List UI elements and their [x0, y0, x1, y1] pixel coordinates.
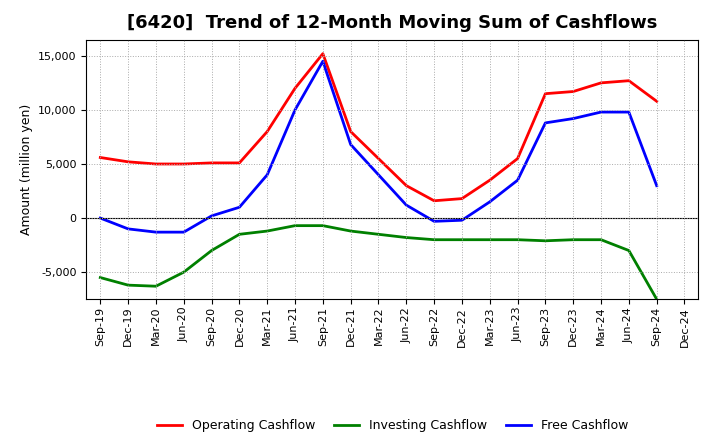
Operating Cashflow [513, 156, 522, 161]
Line: Free Cashflow: Free Cashflow [100, 61, 657, 232]
Operating Cashflow [652, 99, 661, 104]
Operating Cashflow [152, 161, 161, 167]
Investing Cashflow [624, 248, 633, 253]
Investing Cashflow [263, 228, 271, 234]
Free Cashflow [291, 107, 300, 113]
Free Cashflow [597, 110, 606, 115]
Operating Cashflow [430, 198, 438, 203]
Free Cashflow [152, 230, 161, 235]
Operating Cashflow [96, 155, 104, 160]
Operating Cashflow [541, 91, 550, 96]
Free Cashflow [374, 172, 383, 177]
Investing Cashflow [96, 275, 104, 280]
Operating Cashflow [291, 86, 300, 91]
Free Cashflow [458, 218, 467, 223]
Free Cashflow [207, 213, 216, 219]
Investing Cashflow [402, 235, 410, 240]
Free Cashflow [235, 205, 243, 210]
Free Cashflow [124, 226, 132, 231]
Free Cashflow [402, 202, 410, 208]
Operating Cashflow [263, 129, 271, 134]
Investing Cashflow [152, 284, 161, 289]
Investing Cashflow [458, 237, 467, 242]
Free Cashflow [346, 142, 355, 147]
Investing Cashflow [485, 237, 494, 242]
Y-axis label: Amount (million yen): Amount (million yen) [19, 104, 32, 235]
Investing Cashflow [430, 237, 438, 242]
Investing Cashflow [597, 237, 606, 242]
Free Cashflow [179, 230, 188, 235]
Investing Cashflow [652, 297, 661, 302]
Operating Cashflow [124, 159, 132, 165]
Free Cashflow [541, 120, 550, 125]
Free Cashflow [318, 59, 327, 64]
Investing Cashflow [541, 238, 550, 243]
Operating Cashflow [318, 51, 327, 56]
Investing Cashflow [318, 223, 327, 228]
Operating Cashflow [597, 80, 606, 85]
Free Cashflow [430, 219, 438, 224]
Free Cashflow [485, 199, 494, 205]
Operating Cashflow [458, 196, 467, 201]
Free Cashflow [652, 183, 661, 188]
Operating Cashflow [569, 89, 577, 94]
Operating Cashflow [207, 160, 216, 165]
Operating Cashflow [179, 161, 188, 167]
Operating Cashflow [402, 183, 410, 188]
Free Cashflow [96, 216, 104, 221]
Investing Cashflow [124, 282, 132, 288]
Line: Operating Cashflow: Operating Cashflow [100, 54, 657, 201]
Investing Cashflow [207, 248, 216, 253]
Free Cashflow [513, 178, 522, 183]
Free Cashflow [569, 116, 577, 121]
Operating Cashflow [624, 78, 633, 83]
Investing Cashflow [291, 223, 300, 228]
Investing Cashflow [569, 237, 577, 242]
Investing Cashflow [374, 231, 383, 237]
Free Cashflow [263, 172, 271, 177]
Operating Cashflow [346, 129, 355, 134]
Operating Cashflow [374, 156, 383, 161]
Investing Cashflow [513, 237, 522, 242]
Line: Investing Cashflow: Investing Cashflow [100, 226, 657, 299]
Operating Cashflow [235, 160, 243, 165]
Investing Cashflow [346, 228, 355, 234]
Investing Cashflow [235, 231, 243, 237]
Investing Cashflow [179, 270, 188, 275]
Title: [6420]  Trend of 12-Month Moving Sum of Cashflows: [6420] Trend of 12-Month Moving Sum of C… [127, 15, 657, 33]
Legend: Operating Cashflow, Investing Cashflow, Free Cashflow: Operating Cashflow, Investing Cashflow, … [152, 414, 633, 437]
Free Cashflow [624, 110, 633, 115]
Operating Cashflow [485, 178, 494, 183]
